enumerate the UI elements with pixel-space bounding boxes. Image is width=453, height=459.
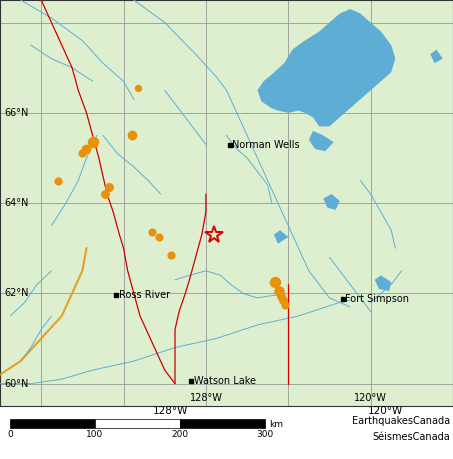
Text: 128°W: 128°W (189, 392, 222, 403)
Text: km: km (269, 420, 283, 429)
Text: Fort Simpson: Fort Simpson (345, 294, 410, 304)
Polygon shape (309, 131, 333, 151)
Text: Ross River: Ross River (119, 290, 170, 300)
Bar (180, 419, 265, 428)
Polygon shape (323, 194, 340, 210)
Bar (95, 419, 180, 428)
Polygon shape (375, 275, 391, 291)
Text: Watson Lake: Watson Lake (194, 376, 256, 386)
Polygon shape (430, 50, 443, 63)
Polygon shape (257, 9, 395, 126)
Text: 0: 0 (7, 430, 13, 439)
Text: 128°W: 128°W (152, 406, 188, 416)
Text: SéismesCanada: SéismesCanada (372, 432, 450, 442)
Text: 62°N: 62°N (4, 288, 29, 298)
Text: 300: 300 (256, 430, 274, 439)
Text: 64°N: 64°N (4, 198, 29, 208)
Text: EarthquakesCanada: EarthquakesCanada (352, 416, 450, 426)
Polygon shape (274, 230, 288, 244)
Bar (10, 419, 95, 428)
Text: Norman Wells: Norman Wells (232, 140, 300, 151)
Text: 200: 200 (171, 430, 188, 439)
Text: 66°N: 66°N (4, 108, 29, 118)
Text: 100: 100 (87, 430, 104, 439)
Text: 120°W: 120°W (354, 392, 387, 403)
Text: 60°N: 60°N (4, 379, 29, 389)
Text: 120°W: 120°W (367, 406, 403, 416)
